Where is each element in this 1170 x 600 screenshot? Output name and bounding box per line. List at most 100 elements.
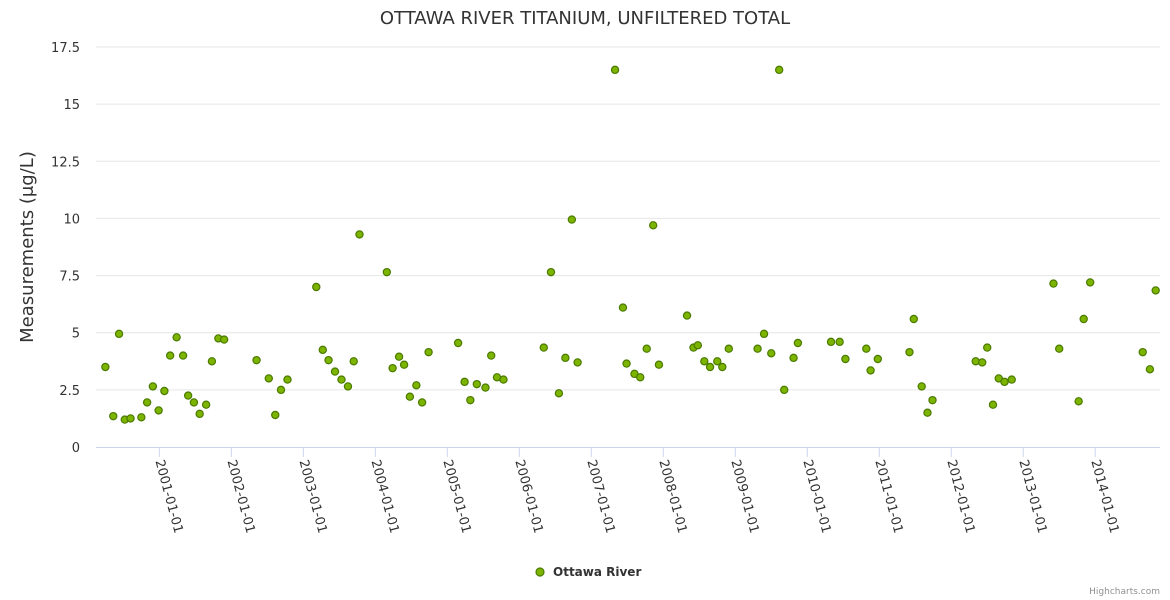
- data-point[interactable]: [780, 385, 789, 395]
- data-point[interactable]: [207, 357, 217, 366]
- data-point[interactable]: [693, 341, 703, 350]
- data-point[interactable]: [499, 375, 508, 384]
- data-point[interactable]: [718, 362, 727, 372]
- data-point[interactable]: [453, 338, 463, 348]
- data-point[interactable]: [923, 408, 932, 417]
- data-point[interactable]: [382, 267, 392, 277]
- data-point[interactable]: [793, 338, 803, 348]
- data-point[interactable]: [610, 65, 620, 75]
- data-point[interactable]: [539, 343, 548, 352]
- data-point[interactable]: [466, 395, 475, 405]
- data-point[interactable]: [137, 413, 146, 422]
- data-point[interactable]: [101, 362, 110, 372]
- data-point[interactable]: [283, 375, 292, 384]
- data-point[interactable]: [622, 359, 631, 368]
- data-point[interactable]: [312, 282, 321, 292]
- data-point[interactable]: [1085, 278, 1095, 287]
- data-point[interactable]: [928, 395, 937, 405]
- data-point[interactable]: [873, 354, 883, 364]
- data-point[interactable]: [399, 360, 409, 369]
- data-point[interactable]: [705, 362, 715, 372]
- data-point[interactable]: [487, 351, 496, 360]
- data-point[interactable]: [654, 360, 664, 369]
- data-point[interactable]: [252, 355, 261, 365]
- data-point[interactable]: [324, 355, 333, 365]
- data-point[interactable]: [1138, 347, 1147, 357]
- data-point[interactable]: [700, 357, 709, 366]
- data-point[interactable]: [1000, 377, 1009, 387]
- data-point[interactable]: [219, 335, 229, 344]
- data-point[interactable]: [349, 357, 358, 366]
- data-point[interactable]: [126, 414, 135, 423]
- data-point[interactable]: [648, 221, 658, 230]
- data-point[interactable]: [318, 345, 327, 355]
- data-point[interactable]: [460, 377, 469, 387]
- data-point[interactable]: [567, 215, 577, 224]
- data-point[interactable]: [330, 367, 340, 376]
- data-point[interactable]: [1074, 397, 1083, 406]
- data-point[interactable]: [337, 375, 346, 384]
- data-point[interactable]: [789, 353, 798, 363]
- data-point[interactable]: [148, 382, 158, 391]
- data-point[interactable]: [160, 386, 169, 396]
- data-point[interactable]: [264, 374, 273, 383]
- data-point[interactable]: [178, 351, 188, 360]
- data-point[interactable]: [1079, 314, 1088, 324]
- data-point[interactable]: [109, 411, 118, 421]
- data-point[interactable]: [636, 373, 645, 382]
- data-point[interactable]: [172, 333, 181, 342]
- data-point[interactable]: [983, 343, 992, 352]
- data-point[interactable]: [165, 351, 175, 360]
- data-point[interactable]: [195, 409, 204, 419]
- data-point[interactable]: [405, 392, 415, 401]
- data-point[interactable]: [909, 314, 918, 324]
- data-point[interactable]: [988, 400, 998, 409]
- data-point[interactable]: [642, 344, 651, 353]
- data-point[interactable]: [826, 337, 836, 347]
- data-point[interactable]: [394, 352, 404, 361]
- data-point[interactable]: [271, 410, 280, 420]
- data-point[interactable]: [1049, 279, 1058, 288]
- data-point[interactable]: [276, 385, 286, 395]
- credits-link[interactable]: Highcharts.com: [1089, 587, 1160, 597]
- data-point[interactable]: [774, 65, 784, 75]
- data-point[interactable]: [561, 353, 570, 363]
- data-point[interactable]: [841, 354, 850, 364]
- data-point[interactable]: [862, 344, 871, 353]
- data-point[interactable]: [724, 344, 733, 353]
- data-point[interactable]: [154, 406, 163, 415]
- data-point[interactable]: [472, 379, 482, 389]
- data-point[interactable]: [114, 329, 124, 339]
- data-point[interactable]: [682, 311, 692, 320]
- data-point[interactable]: [866, 366, 875, 375]
- data-point[interactable]: [905, 347, 914, 357]
- data-point[interactable]: [573, 358, 582, 367]
- data-point[interactable]: [201, 400, 211, 409]
- data-point[interactable]: [388, 363, 397, 373]
- data-point[interactable]: [618, 303, 628, 312]
- data-point[interactable]: [355, 230, 364, 239]
- data-point[interactable]: [189, 398, 199, 407]
- data-point[interactable]: [481, 383, 490, 392]
- data-point[interactable]: [142, 398, 152, 407]
- data-point[interactable]: [417, 398, 427, 407]
- data-point[interactable]: [412, 381, 421, 390]
- data-point[interactable]: [713, 357, 722, 366]
- data-point[interactable]: [1145, 365, 1155, 374]
- data-point[interactable]: [546, 267, 556, 277]
- data-point[interactable]: [767, 349, 776, 358]
- data-point[interactable]: [424, 347, 433, 357]
- data-point[interactable]: [835, 337, 844, 347]
- data-point[interactable]: [977, 358, 987, 367]
- data-point[interactable]: [759, 329, 769, 339]
- legend[interactable]: Ottawa River: [535, 565, 641, 579]
- data-point[interactable]: [1007, 375, 1016, 384]
- data-point[interactable]: [1151, 286, 1160, 295]
- data-point[interactable]: [917, 382, 926, 391]
- data-point[interactable]: [554, 389, 564, 398]
- data-point[interactable]: [1055, 344, 1064, 353]
- data-point[interactable]: [753, 344, 762, 353]
- data-point[interactable]: [343, 382, 353, 391]
- legend-item-ottawa-river[interactable]: Ottawa River: [553, 565, 641, 579]
- data-point[interactable]: [183, 391, 193, 400]
